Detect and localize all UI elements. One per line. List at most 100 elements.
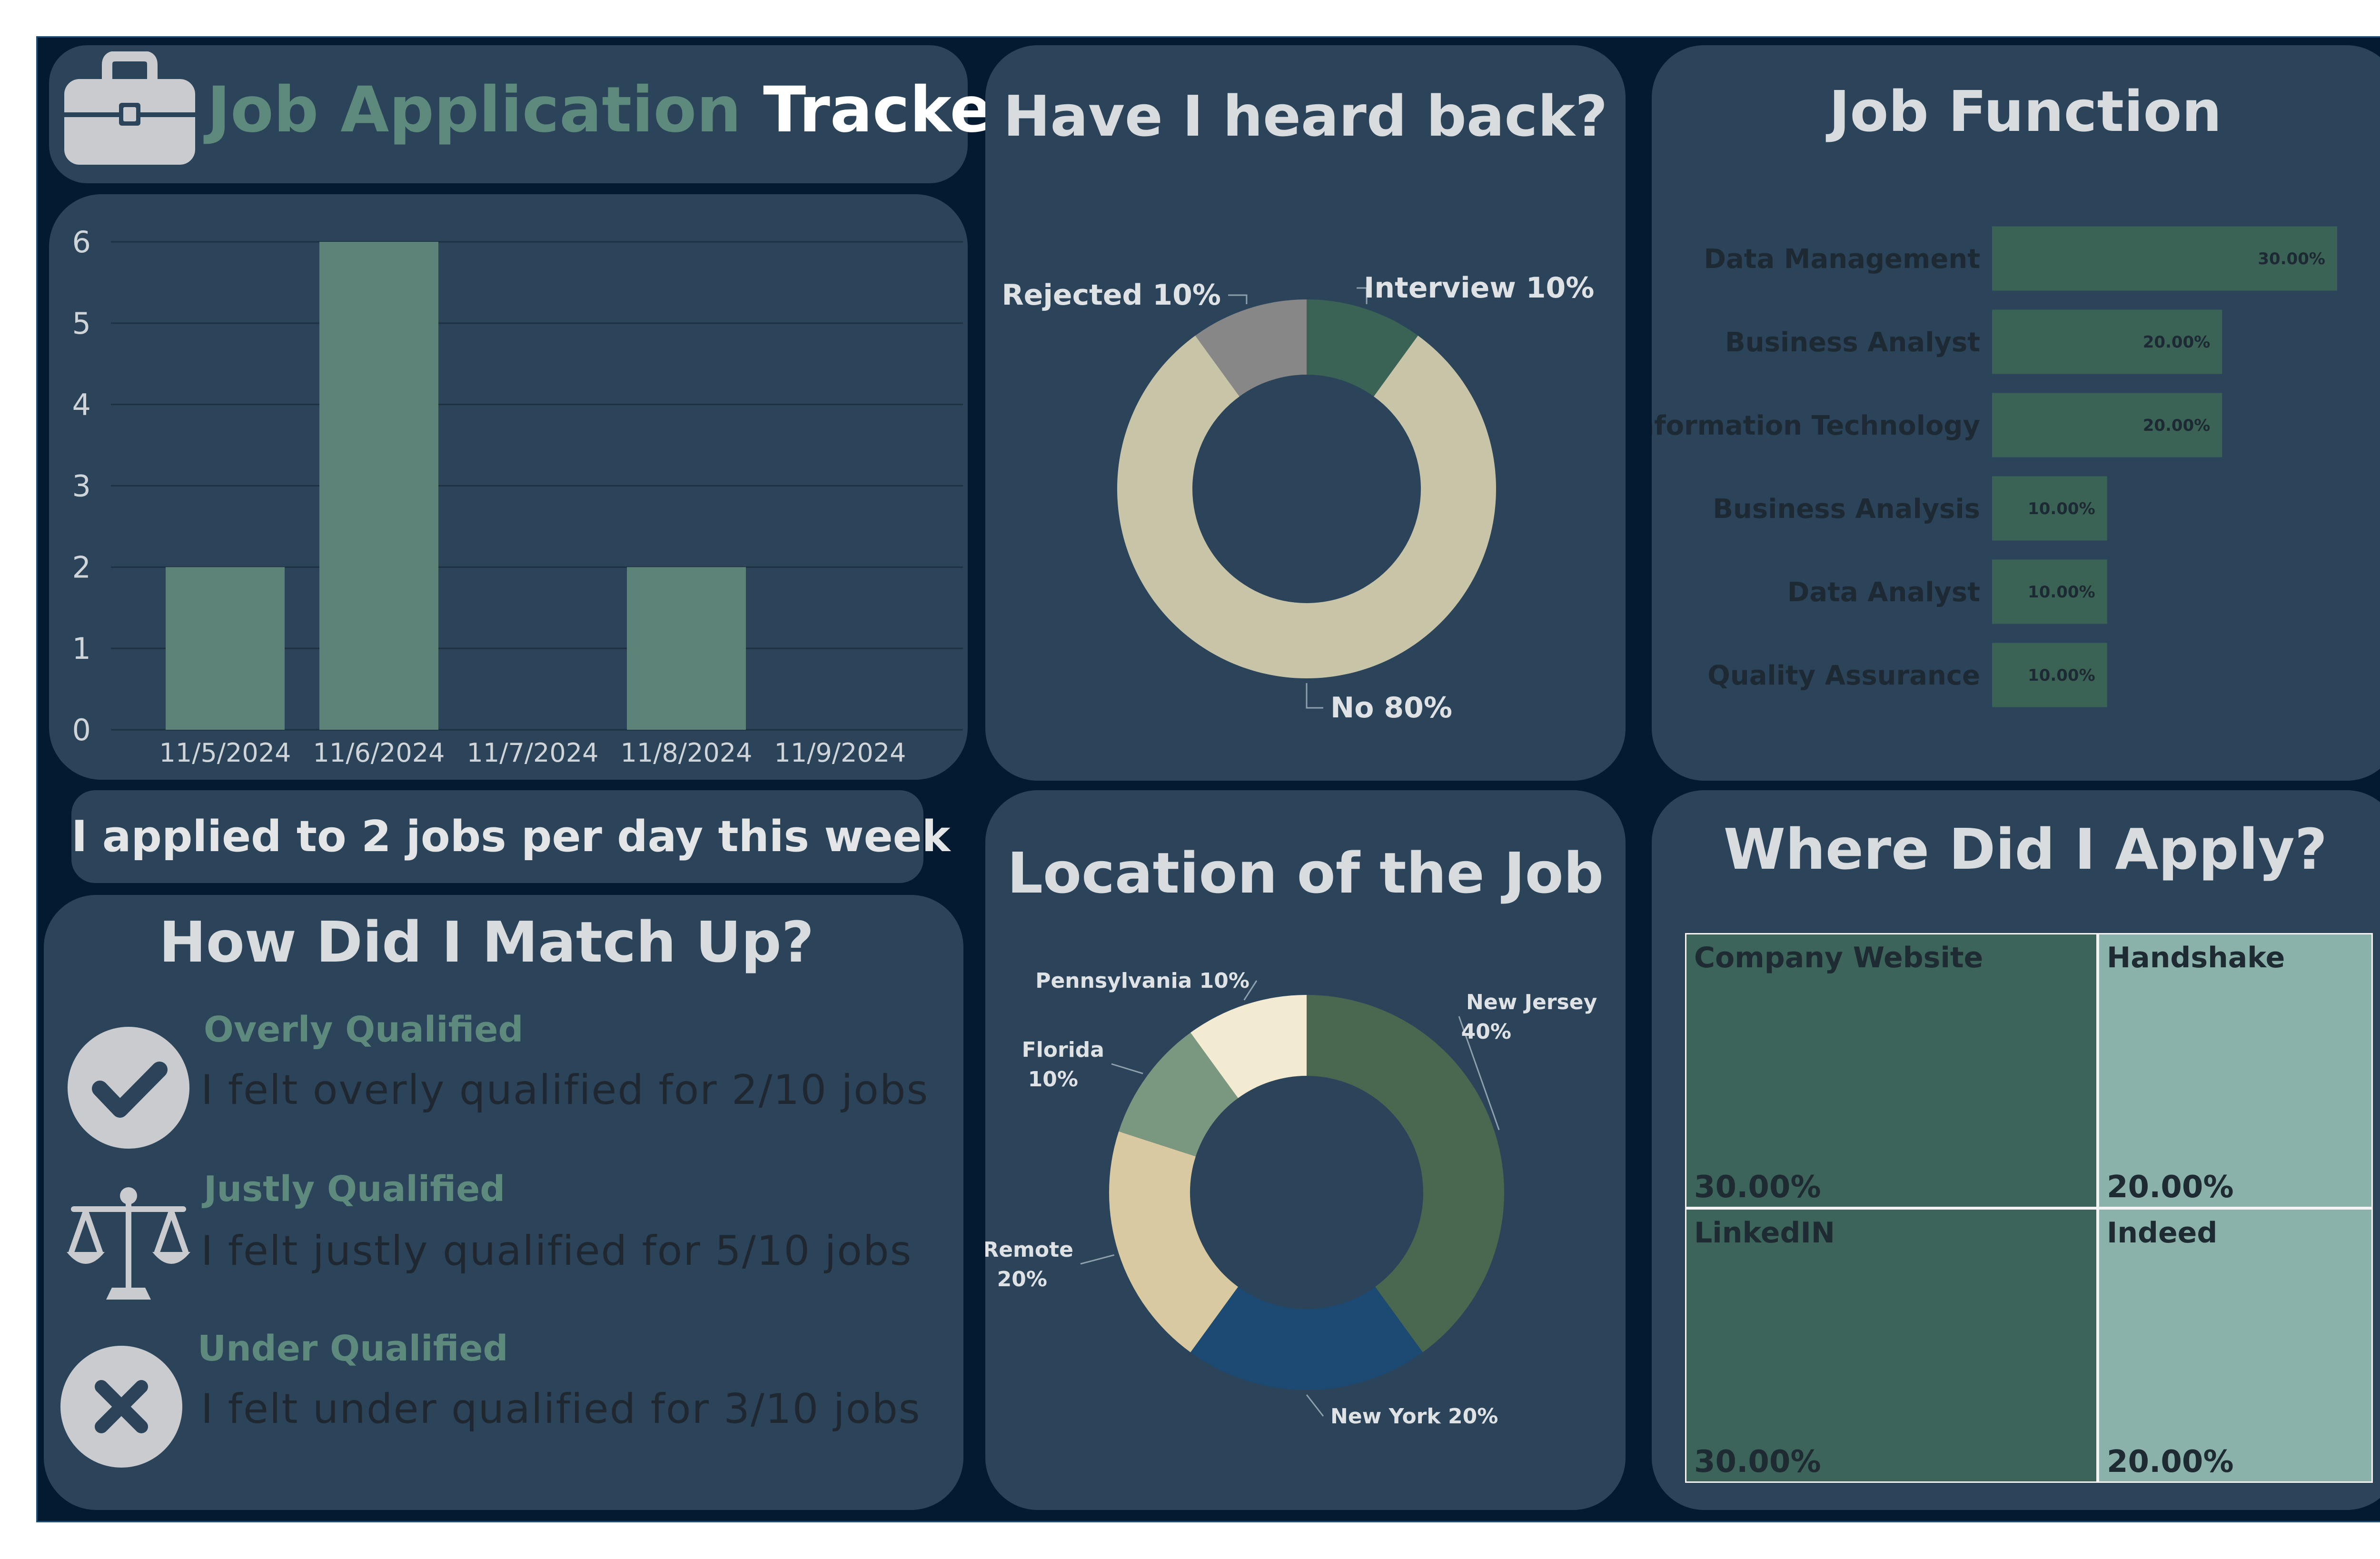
under-qualified-heading: Under Qualified [198,1328,508,1369]
x-icon [60,1346,182,1468]
donut-slice[interactable] [1307,995,1504,1352]
treemap-cell-value: 20.00% [2107,1444,2234,1480]
treemap-cell[interactable]: LinkedIN 30.00% [1685,1208,2098,1483]
value-label: 20.00% [2143,416,2211,435]
bar[interactable] [1992,476,2107,541]
y-tick-label: 4 [72,387,91,422]
y-tick-label: 3 [72,469,91,504]
x-tick-label: 11/6/2024 [313,738,445,768]
location-title: Location of the Job [1007,840,1604,906]
treemap-cell[interactable]: Company Website 30.00% [1685,933,2098,1208]
value-label: 30.00% [2258,249,2325,268]
donut-slice[interactable] [1117,336,1496,679]
bar[interactable] [166,567,285,730]
job-function-bar-chart: Data Management 30.00% Business Analyst 20.… [1652,226,2337,707]
bar[interactable] [1992,559,2107,624]
leader-line [1080,1254,1115,1265]
treemap-cell-value: 30.00% [1694,1169,1821,1205]
leader-line [1228,294,1248,304]
x-tick-label: 11/8/2024 [621,738,753,768]
slice-label: 40% [1461,1020,1511,1044]
treemap-cell-label: LinkedIN [1694,1216,1835,1250]
scales-icon [67,1187,190,1300]
slice-label: 10% [1028,1067,1078,1092]
y-tick-label: 1 [72,631,91,666]
treemap-cell-label: Handshake [2107,941,2285,974]
slice-label: New York 20% [1330,1404,1498,1429]
daily-applications-chart: 0 1 2 3 4 5 6 11/5/2024 11/6/2024 11/7/2024 11/8/2… [72,225,963,768]
category-label: Data Management [1704,244,1980,275]
treemap-cell-label: Company Website [1694,941,1983,974]
y-tick-label: 5 [72,306,91,341]
x-tick-label: 11/9/2024 [774,738,906,768]
where-title: Where Did I Apply? [1723,816,2328,882]
donut-slice[interactable] [1109,1131,1238,1352]
location-card [985,790,1626,1510]
header-card [49,45,968,183]
leader-line [1357,287,1368,304]
checkmark-icon [68,1027,189,1149]
category-label: Data Analyst [1787,577,1980,608]
y-tick-label: 6 [72,225,91,259]
app-title-part2: Tracker [763,73,1023,147]
slice-label: Remote [985,1238,1073,1262]
leader-line [1458,1016,1500,1131]
match-title: How Did I Match Up? [159,909,814,975]
donut-slice[interactable] [1307,299,1418,397]
under-qualified-text: I felt under qualified for 3/10 jobs [201,1385,921,1433]
y-tick-label: 0 [72,713,91,747]
y-tick-label: 2 [72,550,91,585]
match-card [44,895,963,1510]
treemap-cell[interactable]: Handshake 20.00% [2098,933,2373,1208]
app-title: Job Application Tracker [207,79,1023,141]
summary-card [71,790,923,883]
slice-label: Interview 10% [1364,271,1594,305]
category-label: Quality Assurance [1707,660,1980,691]
x-tick-label: 11/7/2024 [467,738,599,768]
app-title-part1: Job Application [207,73,742,147]
where-treemap: Company Website 30.00% LinkedIN 30.00% Hands… [1685,933,2373,1483]
bar[interactable] [1992,643,2107,707]
value-label: 10.00% [2028,583,2095,602]
bar[interactable] [319,242,438,730]
summary-text: I applied to 2 jobs per day this week [71,812,951,862]
category-label: Business Analysis [1713,494,1980,525]
value-label: 10.00% [2028,666,2095,685]
overly-qualified-text: I felt overly qualified for 2/10 jobs [201,1066,929,1114]
bar[interactable] [1992,309,2222,374]
slice-label: 20% [997,1267,1047,1291]
donut-slice[interactable] [1119,1033,1238,1157]
overly-qualified-heading: Overly Qualified [204,1009,524,1050]
treemap-cell[interactable]: Indeed 20.00% [2098,1208,2373,1483]
briefcase-icon [64,51,195,165]
treemap-cell-value: 20.00% [2107,1169,2234,1205]
slice-label: New Jersey [1466,990,1597,1014]
x-tick-label: 11/5/2024 [159,738,291,768]
slice-label: Rejected 10% [1002,278,1221,312]
treemap-cell-value: 30.00% [1694,1444,1821,1480]
heard-back-title: Have I heard back? [1003,83,1608,149]
value-label: 10.00% [2028,499,2095,518]
slice-label: No 80% [1330,691,1452,725]
bar[interactable] [1992,393,2222,457]
bar[interactable] [627,567,746,730]
donut-slice[interactable] [1190,1287,1423,1390]
slice-label: Florida [1022,1038,1104,1062]
donut-slice[interactable] [1195,299,1307,397]
value-label: 20.00% [2143,333,2211,352]
leader-line [1306,1394,1324,1417]
category-label: Information Technology [1652,410,1980,441]
justly-qualified-heading: Justly Qualified [204,1169,506,1210]
bar[interactable] [1992,226,2337,291]
donut-slice[interactable] [1190,995,1307,1098]
treemap-cell-label: Indeed [2107,1216,2218,1250]
category-label: Business Analyst [1725,327,1980,358]
leader-line [1243,980,1258,1001]
justly-qualified-text: I felt justly qualified for 5/10 jobs [201,1227,912,1275]
slice-label: Pennsylvania 10% [1035,969,1250,993]
leader-line [1306,683,1323,709]
location-donut-chart: New Jersey 40% New York 20% Remote 20% Florid… [985,969,1597,1429]
leader-line [1111,1063,1143,1074]
heard-back-donut-chart: Interview 10% No 80% Rejected 10% [1002,271,1594,725]
job-function-title: Job Function [1829,79,2222,144]
